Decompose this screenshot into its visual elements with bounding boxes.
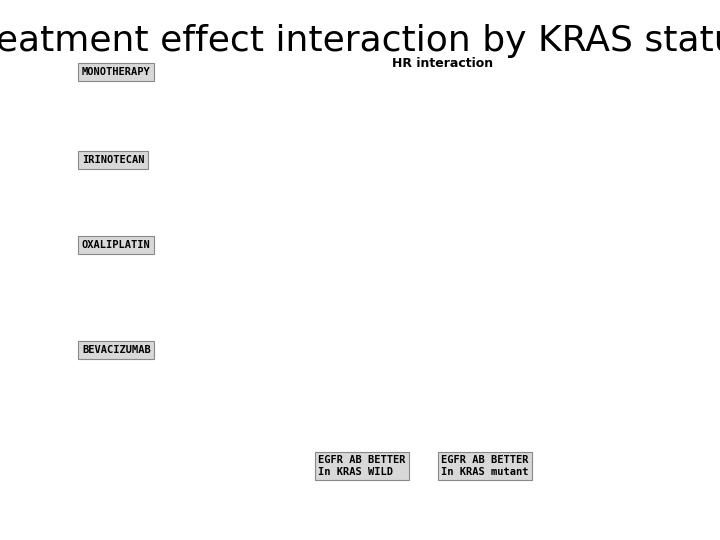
Text: EGFR AB BETTER
In KRAS mutant: EGFR AB BETTER In KRAS mutant bbox=[441, 455, 528, 477]
Text: BEVACIZUMAB: BEVACIZUMAB bbox=[82, 345, 150, 355]
Text: MONOTHERAPY: MONOTHERAPY bbox=[82, 67, 150, 77]
Text: HR interaction: HR interaction bbox=[392, 57, 493, 70]
Text: IRINOTECAN: IRINOTECAN bbox=[82, 155, 145, 165]
Text: EGFR AB BETTER
In KRAS WILD: EGFR AB BETTER In KRAS WILD bbox=[318, 455, 406, 477]
Text: Treatment effect interaction by KRAS status: Treatment effect interaction by KRAS sta… bbox=[0, 24, 720, 58]
Text: OXALIPLATIN: OXALIPLATIN bbox=[82, 240, 150, 250]
